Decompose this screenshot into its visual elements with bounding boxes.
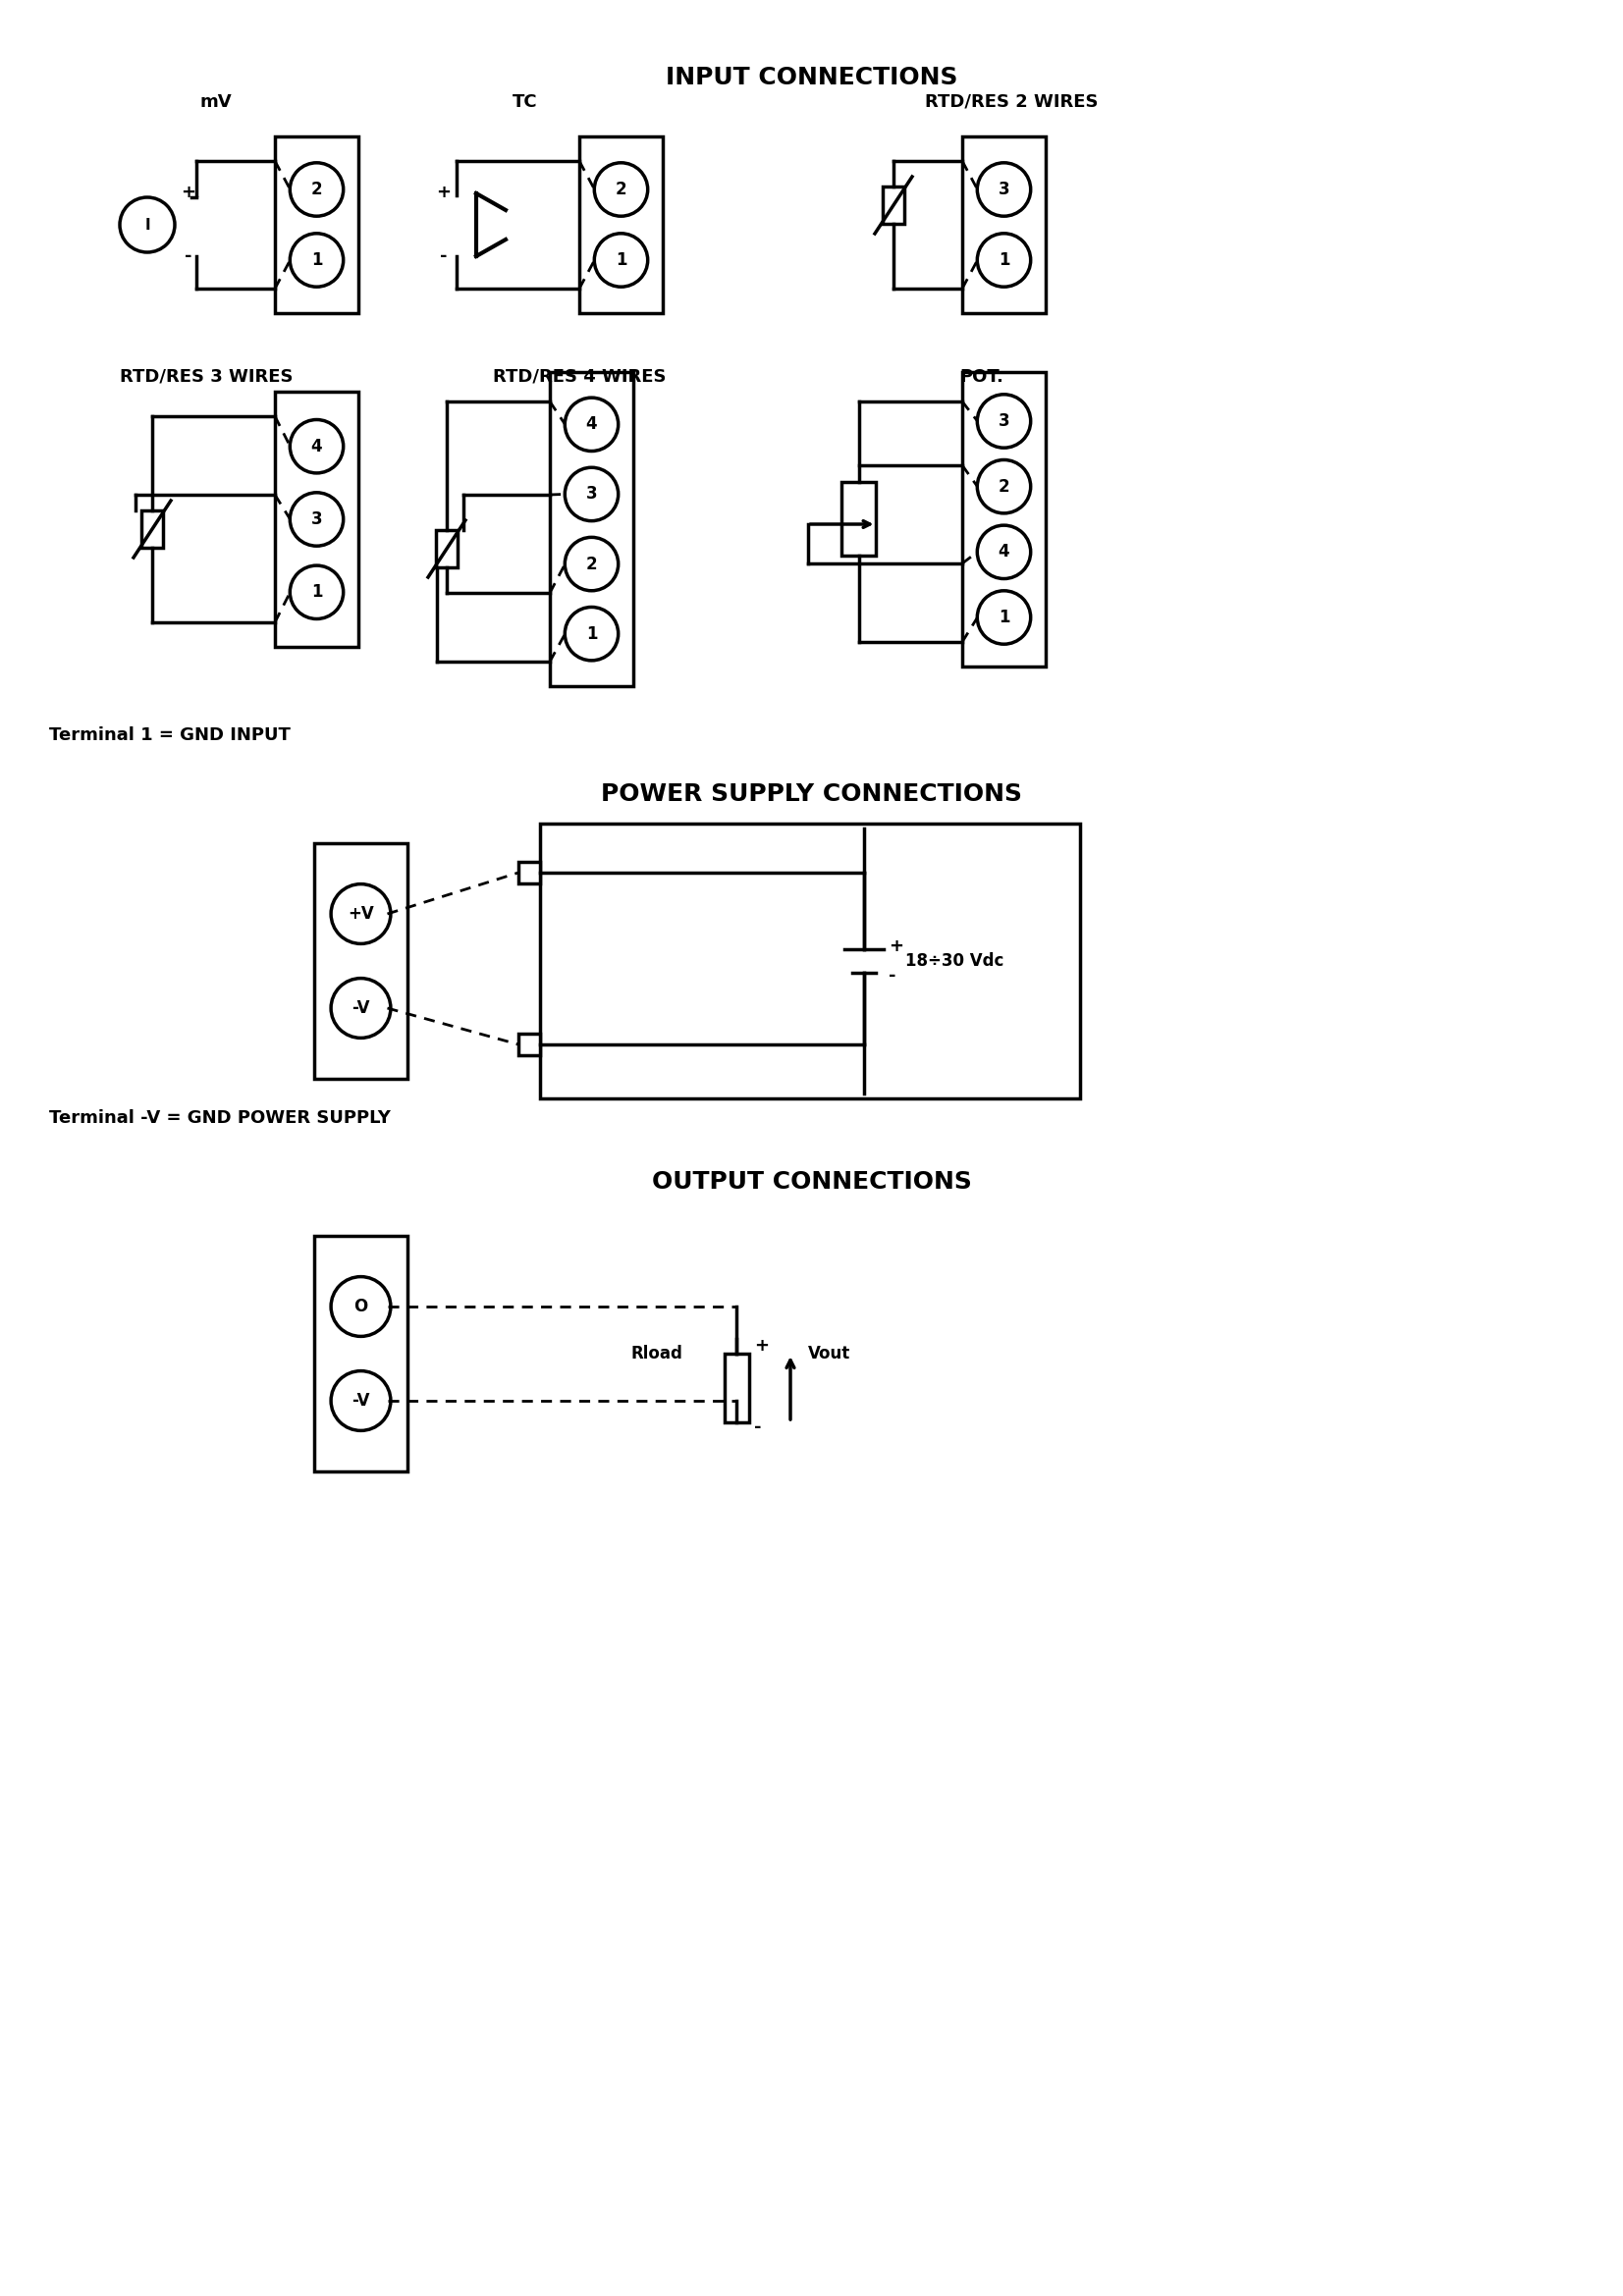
Text: 2: 2 — [998, 478, 1010, 496]
FancyBboxPatch shape — [274, 135, 359, 312]
Text: +: + — [182, 184, 196, 202]
Text: 18÷30 Vdc: 18÷30 Vdc — [906, 953, 1003, 969]
Bar — [883, 186, 904, 223]
Text: POT.: POT. — [959, 367, 1005, 386]
Text: O: O — [354, 1297, 368, 1316]
Text: OUTPUT CONNECTIONS: OUTPUT CONNECTIONS — [652, 1171, 972, 1194]
Text: I: I — [144, 218, 149, 232]
Text: RTD/RES 4 WIRES: RTD/RES 4 WIRES — [493, 367, 665, 386]
Text: mV: mV — [200, 94, 232, 110]
Text: INPUT CONNECTIONS: INPUT CONNECTIONS — [665, 67, 958, 90]
Text: TC: TC — [513, 94, 537, 110]
Text: +: + — [755, 1336, 769, 1355]
Text: 2: 2 — [312, 181, 323, 197]
Bar — [141, 510, 162, 549]
Text: -V: -V — [352, 1391, 370, 1410]
Text: -: - — [888, 967, 896, 985]
Text: +V: +V — [347, 905, 373, 923]
Bar — [842, 482, 876, 556]
Bar — [540, 824, 1079, 1097]
FancyBboxPatch shape — [315, 843, 407, 1079]
Text: RTD/RES 2 WIRES: RTD/RES 2 WIRES — [925, 94, 1097, 110]
Text: 4: 4 — [586, 416, 597, 434]
Text: 1: 1 — [312, 250, 323, 269]
Text: 4: 4 — [312, 439, 323, 455]
Text: Vout: Vout — [808, 1345, 850, 1362]
Text: 3: 3 — [312, 510, 323, 528]
Bar — [518, 861, 540, 884]
Text: 1: 1 — [998, 250, 1010, 269]
Text: 2: 2 — [586, 556, 597, 572]
Text: Terminal -V = GND POWER SUPPLY: Terminal -V = GND POWER SUPPLY — [49, 1109, 391, 1127]
Text: 3: 3 — [998, 181, 1010, 197]
Text: -: - — [440, 248, 448, 264]
Bar — [724, 1355, 748, 1421]
Text: 3: 3 — [586, 484, 597, 503]
Text: 1: 1 — [586, 625, 597, 643]
Text: 1: 1 — [312, 583, 323, 602]
Text: POWER SUPPLY CONNECTIONS: POWER SUPPLY CONNECTIONS — [602, 783, 1022, 806]
Text: -: - — [185, 248, 192, 264]
Text: +: + — [437, 184, 451, 202]
Text: Rload: Rload — [630, 1345, 682, 1362]
FancyBboxPatch shape — [962, 372, 1045, 666]
Text: +: + — [888, 937, 904, 955]
Bar — [518, 1033, 540, 1056]
FancyBboxPatch shape — [274, 393, 359, 647]
Bar — [437, 530, 458, 567]
Text: 3: 3 — [998, 413, 1010, 429]
Text: Terminal 1 = GND INPUT: Terminal 1 = GND INPUT — [49, 726, 291, 744]
FancyBboxPatch shape — [550, 372, 633, 687]
Text: 4: 4 — [998, 544, 1010, 560]
Text: RTD/RES 3 WIRES: RTD/RES 3 WIRES — [120, 367, 292, 386]
Text: 1: 1 — [998, 608, 1010, 627]
Text: 2: 2 — [615, 181, 626, 197]
FancyBboxPatch shape — [962, 135, 1045, 312]
Text: -V: -V — [352, 999, 370, 1017]
Text: 1: 1 — [615, 250, 626, 269]
FancyBboxPatch shape — [315, 1235, 407, 1472]
Text: -: - — [755, 1419, 761, 1435]
FancyBboxPatch shape — [579, 135, 662, 312]
